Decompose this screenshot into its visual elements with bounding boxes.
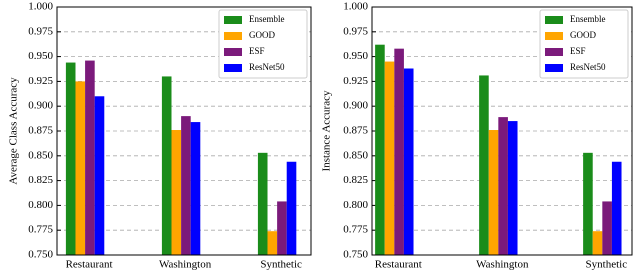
y-tick-label: 1.000	[343, 1, 368, 13]
x-tick-label: Restaurant	[375, 259, 422, 271]
bar	[277, 201, 287, 255]
legend-box	[218, 9, 308, 79]
x-tick-label: Washington	[159, 259, 212, 271]
y-tick-label: 0.950	[343, 50, 368, 62]
legend-label: ESF	[570, 46, 586, 56]
legend-swatch	[224, 32, 242, 40]
plot-frame	[56, 6, 312, 256]
bar	[592, 231, 603, 255]
bar	[384, 61, 395, 256]
bar	[498, 117, 508, 255]
legend-swatch	[224, 16, 242, 24]
bar	[75, 81, 86, 256]
legend-label: Ensemble	[249, 14, 285, 24]
x-tick-label: Washington	[476, 259, 529, 271]
bar	[257, 152, 268, 255]
y-tick-label: 0.825	[28, 174, 53, 186]
bar	[488, 130, 499, 255]
y-tick-label: 0.900	[343, 100, 368, 112]
bar	[479, 75, 489, 255]
y-tick-label: 0.975	[343, 25, 368, 37]
bar	[181, 116, 191, 256]
bar	[403, 68, 414, 255]
y-tick-label: 0.775	[343, 224, 368, 236]
plot-frame	[371, 6, 633, 256]
y-tick-label: 0.850	[28, 149, 53, 161]
bar	[94, 96, 105, 255]
legend-label: Ensemble	[570, 14, 606, 24]
y-tick-label: 0.825	[343, 174, 368, 186]
bar	[161, 76, 172, 255]
bar	[171, 130, 182, 255]
y-tick-label: 0.850	[343, 149, 368, 161]
legend-swatch	[545, 16, 563, 24]
legend-swatch	[224, 48, 242, 56]
legend-label: GOOD	[249, 30, 275, 40]
bar	[602, 201, 612, 255]
bar	[583, 152, 593, 255]
legend-swatch	[545, 32, 563, 40]
bar	[286, 161, 297, 255]
bar	[611, 161, 622, 255]
y-tick-label: 0.925	[28, 75, 53, 87]
legend-swatch	[545, 48, 563, 56]
y-tick-label: 0.750	[343, 249, 368, 261]
bar	[65, 62, 76, 255]
x-tick-label: Restaurant	[66, 259, 113, 271]
bar	[85, 60, 95, 256]
bar	[267, 231, 278, 255]
legend-box	[539, 9, 629, 79]
legend-swatch	[545, 64, 563, 72]
y-tick-label: 0.900	[28, 100, 53, 112]
y-tick-label: 0.750	[28, 249, 53, 261]
legend-label: GOOD	[570, 30, 596, 40]
legend-swatch	[224, 64, 242, 72]
legend-label: ResNet50	[249, 62, 285, 72]
y-tick-label: 0.875	[343, 125, 368, 137]
y-tick-label: 0.775	[28, 224, 53, 236]
bar	[507, 121, 518, 255]
y-tick-label: 1.000	[28, 1, 53, 13]
legend-label: ESF	[249, 46, 265, 56]
bar	[394, 48, 404, 255]
bar	[190, 122, 201, 256]
y-tick-label: 0.975	[28, 25, 53, 37]
bar	[375, 44, 385, 255]
y-tick-label: 0.800	[343, 199, 368, 211]
y-tick-label: 0.800	[28, 199, 53, 211]
y-tick-label: 0.925	[343, 75, 368, 87]
legend-label: ResNet50	[570, 62, 606, 72]
x-tick-label: Synthetic	[260, 259, 302, 271]
y-tick-label: 0.875	[28, 125, 53, 137]
y-axis-label: Instance Accuracy	[321, 90, 333, 171]
y-tick-label: 0.950	[28, 50, 53, 62]
y-axis-label: Average Class Accuracy	[8, 77, 20, 185]
x-tick-label: Synthetic	[586, 259, 628, 271]
